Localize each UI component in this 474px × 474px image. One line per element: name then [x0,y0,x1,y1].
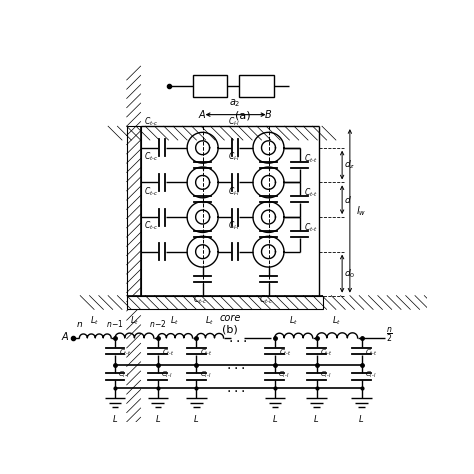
Text: $C_{t\text{-}c}$: $C_{t\text{-}c}$ [145,185,159,198]
Bar [192,75,228,97]
Text: $n$: $n$ [75,319,82,328]
Text: $L_t$: $L_t$ [332,315,341,327]
Text: $C_{l\text{-}l}$: $C_{l\text{-}l}$ [365,370,376,380]
Text: $...$: $...$ [228,331,247,345]
Text: $L$: $L$ [155,413,161,424]
Text: $l_w$: $l_w$ [356,204,366,218]
Text: $L$: $L$ [313,413,319,424]
Text: $d_z$: $d_z$ [344,158,355,171]
Text: $L$: $L$ [112,413,118,424]
Bar [127,296,323,310]
Text: $L_t$: $L_t$ [289,315,298,327]
Text: $L_t$: $L_t$ [170,315,179,327]
Text: $C_{l\text{-}l}$: $C_{l\text{-}l}$ [319,370,331,380]
Text: $C_{t\text{-}t}$: $C_{t\text{-}t}$ [304,187,318,200]
Text: $n\!-\!2$: $n\!-\!2$ [149,318,166,328]
Text: $C_{t\text{-}t}$: $C_{t\text{-}t}$ [279,347,291,358]
Text: $C_{t\text{-}t}$: $C_{t\text{-}t}$ [320,347,333,358]
Text: $...$: $...$ [226,381,245,395]
Text: $...$: $...$ [226,358,245,372]
Text: $L$: $L$ [272,413,278,424]
Text: $d_0$: $d_0$ [344,267,355,280]
Text: core: core [219,313,240,323]
Text: $L_t$: $L_t$ [130,315,139,327]
Text: $C_{l\text{-}l}$: $C_{l\text{-}l}$ [228,220,240,232]
Text: $B$: $B$ [264,108,273,120]
Text: $\frac{n}{2}$: $\frac{n}{2}$ [386,325,393,344]
Text: $C_{t\text{-}t}$: $C_{t\text{-}t}$ [304,152,318,165]
Text: $A$: $A$ [61,330,69,342]
Text: $C_{l\text{-}l}$: $C_{l\text{-}l}$ [228,151,240,163]
Text: $C_{l\text{-}l}$: $C_{l\text{-}l}$ [118,370,129,380]
Bar [127,126,141,296]
Text: $C_{t\text{-}t}$: $C_{t\text{-}t}$ [304,221,318,234]
Text: (b): (b) [222,325,237,335]
Text: $A$: $A$ [198,108,207,120]
Text: $C_{l\text{-}l}$: $C_{l\text{-}l}$ [228,116,240,128]
Text: $L_t$: $L_t$ [91,315,100,327]
Text: $C_{t\text{-}c}$: $C_{t\text{-}c}$ [193,293,208,306]
Text: $C_{t\text{-}t}$: $C_{t\text{-}t}$ [162,347,174,358]
Text: $C_{t\text{-}t}$: $C_{t\text{-}t}$ [201,347,213,358]
Text: $C_{t\text{-}c}$: $C_{t\text{-}c}$ [145,116,159,128]
Text: $L$: $L$ [193,413,200,424]
Text: $C_{t\text{-}t}$: $C_{t\text{-}t}$ [119,347,132,358]
Text: $n\!-\!1$: $n\!-\!1$ [106,318,124,328]
Text: $C_{t\text{-}c}$: $C_{t\text{-}c}$ [145,220,159,232]
Text: $C_{l\text{-}l}$: $C_{l\text{-}l}$ [161,370,172,380]
Text: $L_t$: $L_t$ [205,315,214,327]
Text: $C_{l\text{-}l}$: $C_{l\text{-}l}$ [228,185,240,198]
Text: $C_{t\text{-}c}$: $C_{t\text{-}c}$ [259,293,273,306]
Text: $d$: $d$ [344,194,351,205]
Text: $a_2$: $a_2$ [229,98,241,109]
Text: $L$: $L$ [358,413,365,424]
Text: $C_{t\text{-}c}$: $C_{t\text{-}c}$ [145,151,159,163]
Bar [239,75,274,97]
Text: $C_{l\text{-}l}$: $C_{l\text{-}l}$ [278,370,289,380]
Text: $C_{t\text{-}t}$: $C_{t\text{-}t}$ [365,347,378,358]
Text: (a): (a) [235,111,251,121]
Text: $C_{l\text{-}l}$: $C_{l\text{-}l}$ [200,370,211,380]
